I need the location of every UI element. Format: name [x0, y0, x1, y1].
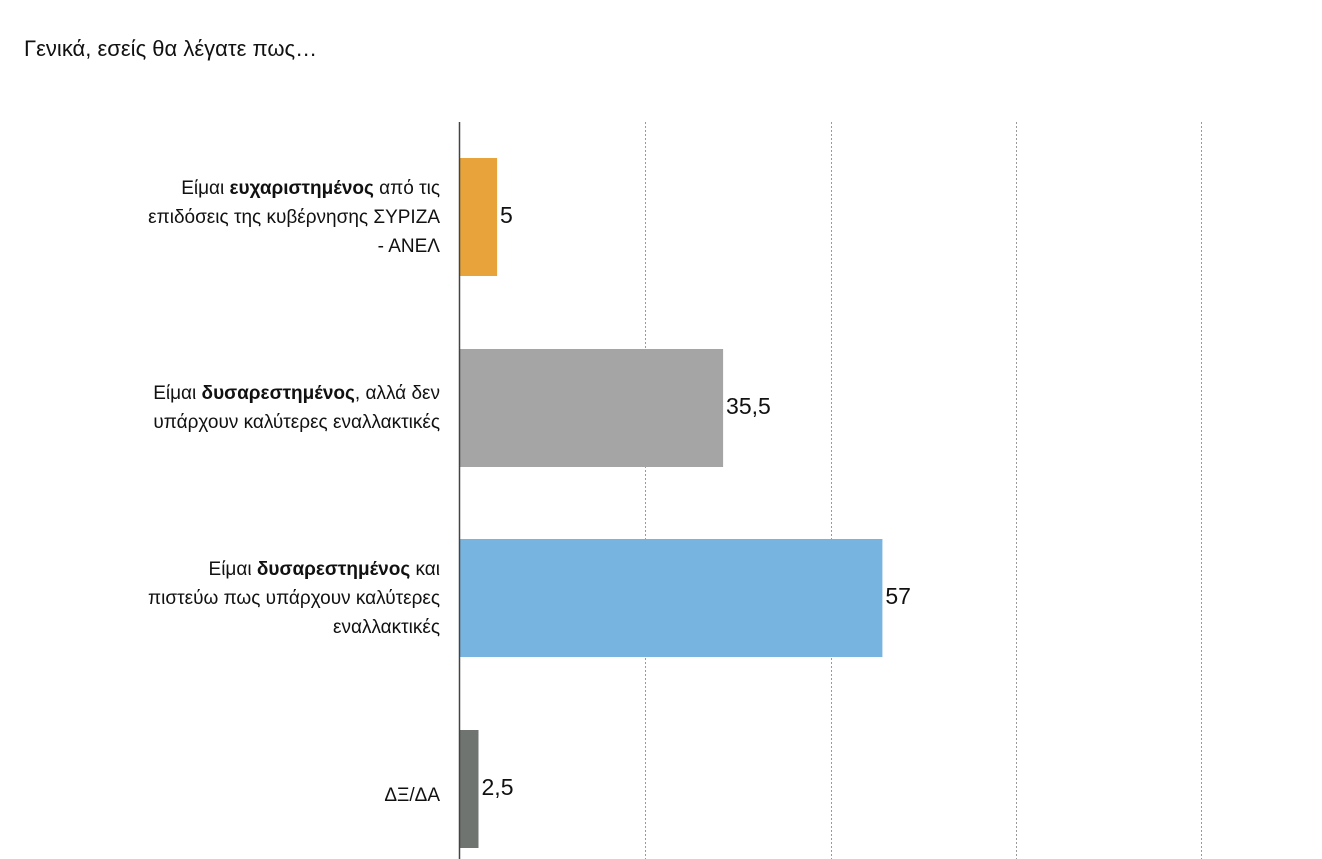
category-label-2: Είμαι δυσαρεστημένος, αλλά δεν υπάρχουν κ…	[153, 379, 440, 437]
category-label-text: - ΑΝΕΛ	[377, 235, 440, 257]
category-label-3: Είμαι δυσαρεστημένος και πιστεύω πως υπάρ…	[148, 555, 440, 642]
category-label-4: ΔΞ/ΔΑ	[384, 781, 440, 810]
bar-2	[460, 349, 724, 467]
category-label-emphasis: δυσαρεστημένος	[256, 558, 411, 580]
category-label-line: πιστεύω πως υπάρχουν καλύτερες	[148, 584, 440, 613]
data-label-3: 57	[885, 583, 911, 609]
category-label-text: Είμαι	[153, 383, 202, 404]
category-label-line: Είμαι δυσαρεστημένος και	[148, 555, 440, 584]
category-label-text: πιστεύω πως υπάρχουν καλύτερες	[148, 587, 440, 609]
category-label-line: επιδόσεις της κυβέρνησης ΣΥΡΙΖΑ	[148, 203, 440, 232]
category-label-line: ΔΞ/ΔΑ	[384, 781, 440, 810]
category-label-text: από τις	[373, 177, 440, 199]
category-label-text: επιδόσεις της κυβέρνησης ΣΥΡΙΖΑ	[148, 206, 440, 228]
page-title: Γενικά, εσείς θα λέγατε πως…	[24, 36, 318, 61]
bar-1	[460, 158, 498, 276]
category-label-emphasis: ευχαριστημένος	[229, 177, 374, 199]
data-label-1: 5	[500, 202, 513, 228]
grid-layer	[645, 122, 1202, 859]
category-label-text: εναλλακτικές	[332, 616, 440, 638]
category-label-line: Είμαι δυσαρεστημένος, αλλά δεν	[153, 379, 440, 408]
category-label-line: Είμαι ευχαριστημένος από τις	[148, 174, 440, 203]
category-label-line: - ΑΝΕΛ	[148, 232, 440, 261]
category-label-text: , αλλά δεν	[354, 383, 440, 404]
data-label-4: 2,5	[481, 774, 514, 800]
data-label-2: 35,5	[726, 393, 771, 419]
category-label-text: ΔΞ/ΔΑ	[384, 784, 440, 806]
category-label-text: και	[410, 558, 441, 580]
bar-layer	[460, 158, 883, 848]
bar-3	[460, 539, 883, 657]
category-label-text: Είμαι	[208, 558, 257, 580]
category-label-text: υπάρχουν καλύτερες εναλλακτικές	[153, 412, 440, 433]
category-label-line: υπάρχουν καλύτερες εναλλακτικές	[153, 408, 440, 437]
category-label-text: Είμαι	[181, 177, 230, 199]
category-label-emphasis: δυσαρεστημένος	[201, 383, 355, 404]
category-label-line: εναλλακτικές	[148, 613, 440, 642]
category-label-1: Είμαι ευχαριστημένος από τις επιδόσεις τη…	[148, 174, 440, 261]
bar-4	[460, 730, 479, 848]
